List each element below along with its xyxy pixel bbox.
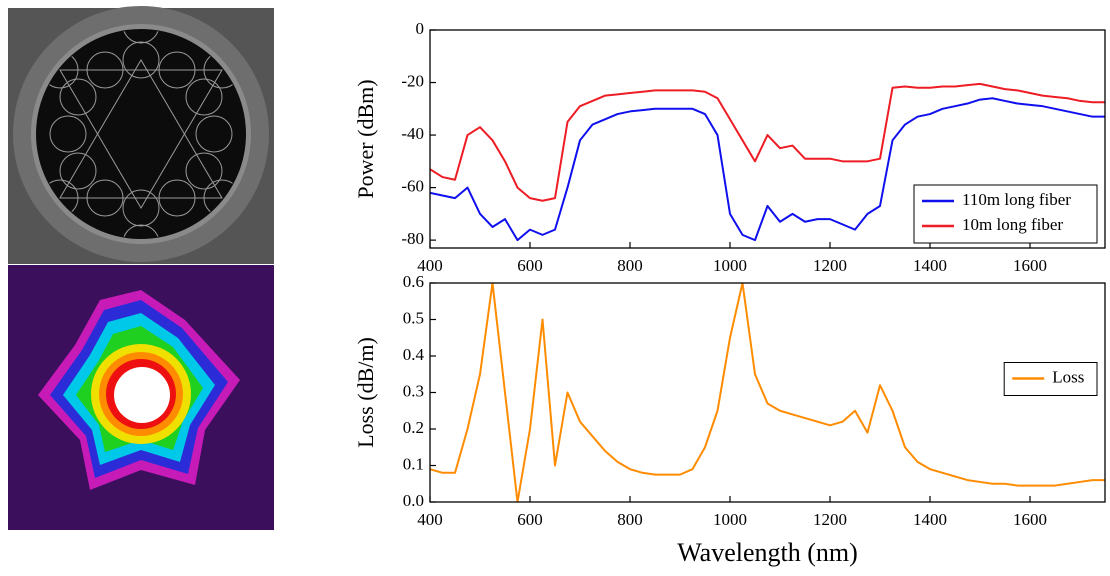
legend-label: 10m long fiber xyxy=(962,215,1063,234)
x-tick-label: 400 xyxy=(417,510,443,529)
x-tick-label: 1400 xyxy=(913,256,947,275)
y-tick-label: 0.0 xyxy=(403,491,424,510)
y-tick-label: 0.6 xyxy=(403,272,424,291)
legend-label: 110m long fiber xyxy=(962,190,1071,209)
x-tick-label: 1600 xyxy=(1013,510,1047,529)
legend: 110m long fiber 10m long fiber xyxy=(913,184,1098,244)
x-tick-label: 800 xyxy=(617,510,643,529)
y-tick-label: 0 xyxy=(416,19,425,38)
y-tick-label: -40 xyxy=(401,124,424,143)
x-tick-label: 600 xyxy=(517,256,543,275)
x-tick-label: 1200 xyxy=(813,510,847,529)
y-tick-label: -60 xyxy=(401,176,424,195)
x-tick-label: 400 xyxy=(417,256,443,275)
x-axis-title: Wavelength (nm) xyxy=(677,538,858,567)
plot-lines xyxy=(430,283,1105,502)
y-tick-label: 0.4 xyxy=(403,345,425,364)
y-tick-label: -80 xyxy=(401,229,424,248)
plot-lines xyxy=(430,82,1105,242)
y-tick-label: 0.3 xyxy=(403,381,424,400)
series-line xyxy=(430,82,1105,202)
y-tick-label: -20 xyxy=(401,71,424,90)
series-line xyxy=(430,97,1105,242)
y-tick-label: 0.5 xyxy=(403,308,424,327)
plot-frame xyxy=(429,29,1106,249)
y-tick-label: 0.2 xyxy=(403,418,424,437)
legend-box xyxy=(913,184,1098,244)
x-tick-label: 600 xyxy=(517,510,543,529)
x-tick-label: 1200 xyxy=(813,256,847,275)
mode-profile xyxy=(8,265,274,530)
x-tick-label: 1600 xyxy=(1013,256,1047,275)
x-tick-label: 1000 xyxy=(713,510,747,529)
y-axis-title: Loss (dB/m) xyxy=(353,337,378,448)
x-tick-label: 800 xyxy=(617,256,643,275)
legend-label: Loss xyxy=(1052,367,1084,386)
x-tick-label: 1000 xyxy=(713,256,747,275)
y-tick-label: 0.1 xyxy=(403,454,424,473)
legend: Loss xyxy=(1003,362,1098,396)
series-line xyxy=(430,283,1105,502)
y-axis-title: Power (dBm) xyxy=(353,79,378,198)
fiber-micrograph xyxy=(8,6,274,264)
x-tick-label: 1400 xyxy=(913,510,947,529)
